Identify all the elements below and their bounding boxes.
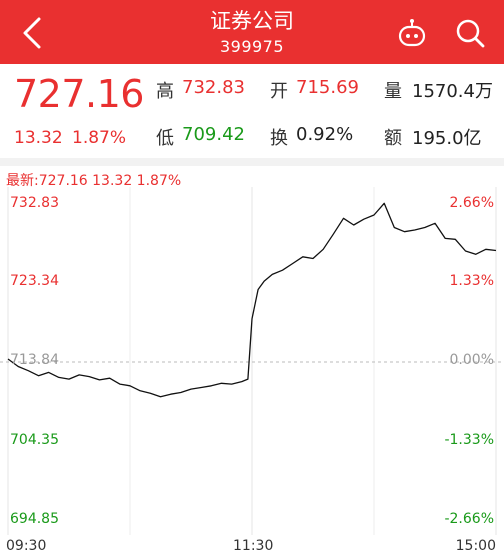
volume-label: 量 (384, 81, 402, 102)
y-tick-label: 713.84 (10, 352, 59, 368)
open-label: 开 (270, 81, 288, 102)
turnover-value: 0.92% (296, 124, 354, 145)
turnover-label: 换 (270, 128, 288, 149)
current-price: 727.16 (14, 72, 144, 116)
x-tick-label: 11:30 (233, 538, 274, 554)
y-tick-label: 732.83 (10, 195, 59, 211)
y-tick-label: 704.35 (10, 431, 59, 448)
x-tick-label: 09:30 (6, 538, 47, 554)
price-line (7, 202, 497, 398)
volume-value: 1570.4万 (412, 81, 493, 102)
low-label: 低 (156, 128, 174, 149)
search-icon[interactable] (454, 17, 486, 49)
robot-assistant-icon[interactable] (396, 18, 428, 48)
y-tick-label: 723.34 (10, 272, 59, 289)
intraday-chart[interactable] (0, 187, 504, 535)
price-change-percent: 1.87% (72, 128, 127, 148)
app-header: 证券公司 399975 (0, 0, 504, 64)
percent-tick-label: 1.33% (449, 272, 494, 289)
high-label: 高 (156, 81, 174, 102)
percent-tick-label: -1.33% (444, 431, 494, 448)
low-value: 709.42 (182, 124, 245, 145)
open-value: 715.69 (296, 77, 359, 98)
percent-tick-label: -2.66% (444, 511, 494, 527)
percent-tick-label: 2.66% (449, 195, 494, 211)
y-tick-label: 694.85 (10, 511, 59, 527)
stock-code: 399975 (219, 37, 285, 56)
back-arrow-icon[interactable] (18, 16, 48, 50)
x-tick-label: 15:00 (455, 538, 496, 554)
amount-value: 195.0亿 (412, 128, 482, 149)
price-change: 13.32 (14, 128, 63, 148)
page-title: 证券公司 (210, 9, 294, 33)
percent-tick-label: 0.00% (449, 352, 494, 368)
quote-panel: 727.16 13.32 1.87% 高 732.83 低 709.42 开 7… (0, 64, 504, 158)
amount-label: 额 (384, 128, 402, 149)
latest-quote-line: 最新:727.16 13.32 1.87% (6, 173, 182, 189)
section-divider (0, 158, 504, 166)
high-value: 732.83 (182, 77, 245, 98)
